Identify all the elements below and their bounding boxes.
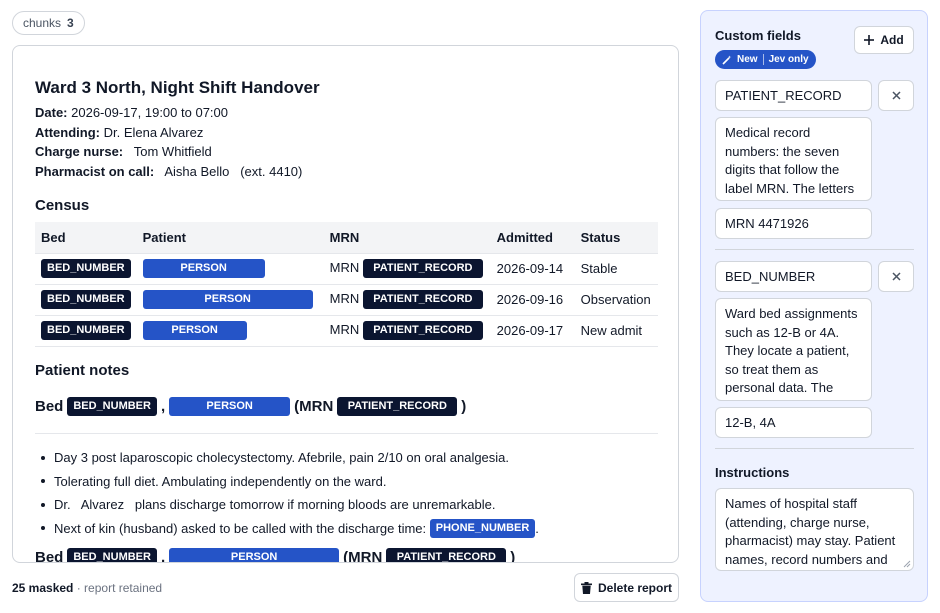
meta-date: Date: 2026-09-17, 19:00 to 07:00: [35, 105, 228, 120]
meta-charge-nurse: Charge nurse: Tom Whitfield: [35, 144, 212, 159]
masked-record-tag[interactable]: PATIENT_RECORD: [337, 397, 458, 416]
field-name-input[interactable]: [715, 80, 872, 111]
status-text: Observation: [574, 284, 658, 316]
badge-new: New: [737, 54, 758, 65]
masked-record-tag[interactable]: PATIENT_RECORD: [362, 321, 483, 340]
masked-bed-tag[interactable]: BED_NUMBER: [41, 259, 131, 278]
census-heading: Census: [35, 197, 90, 214]
masked-bed-tag[interactable]: BED_NUMBER: [67, 548, 157, 562]
status-text: Stable: [574, 253, 658, 285]
close-icon: [891, 272, 901, 281]
admitted-date: 2026-09-17: [490, 315, 575, 347]
masked-person-tag[interactable]: PERSON: [169, 397, 291, 416]
document-preview[interactable]: Ward 3 North, Night Shift Handover Date:…: [12, 45, 679, 563]
admitted-date: 2026-09-16: [490, 284, 575, 316]
remove-field-button[interactable]: [878, 261, 914, 292]
chunks-pill[interactable]: chunks 3: [12, 11, 85, 35]
masked-person-tag[interactable]: PERSON: [142, 321, 247, 340]
badge-scope: Jev only: [768, 54, 809, 65]
chunks-count: 3: [67, 16, 74, 30]
field-divider: [715, 448, 914, 449]
col-bed: Bed: [35, 222, 137, 254]
document-title: Ward 3 North, Night Shift Handover: [35, 78, 320, 97]
panel-title: Custom fields: [715, 28, 801, 43]
list-item: Day 3 post laparoscopic cholecystectomy.…: [39, 446, 659, 470]
mrn-prefix: MRN: [329, 259, 360, 275]
notes-list: Day 3 post laparoscopic cholecystectomy.…: [39, 446, 659, 540]
masked-person-tag[interactable]: PERSON: [142, 290, 313, 309]
patient-heading-2: Bed BED_NUMBER, PERSON (MRN PATIENT_RECO…: [35, 548, 515, 562]
field-divider: [715, 249, 914, 250]
notes-heading: Patient notes: [35, 362, 130, 379]
plus-icon: [864, 35, 875, 45]
field-description[interactable]: Ward bed assignments such as 12-B or 4A.…: [715, 298, 872, 401]
instructions-title: Instructions: [715, 465, 790, 480]
meta-attending: Attending: Dr. Elena Alvarez: [35, 125, 204, 140]
status-text: New admit: [574, 315, 658, 347]
instructions-textarea[interactable]: Names of hospital staff (attending, char…: [715, 488, 914, 571]
mrn-prefix: MRN: [329, 290, 360, 306]
field-example-input[interactable]: [715, 208, 872, 239]
new-scope-badge: New Jev only: [715, 50, 816, 69]
col-status: Status: [574, 222, 658, 254]
custom-fields-panel: Custom fields Add New Jev only Medical r…: [700, 10, 928, 602]
add-field-label: Add: [880, 33, 904, 47]
table-row: BED_NUMBER PERSON MRN PATIENT_RECORD 202…: [35, 253, 658, 285]
chunks-label: chunks: [23, 16, 62, 30]
field-name-input[interactable]: [715, 261, 872, 292]
table-row: BED_NUMBER PERSON MRN PATIENT_RECORD 202…: [35, 284, 658, 316]
masked-phone-tag[interactable]: PHONE_NUMBER: [429, 518, 536, 538]
add-field-button[interactable]: Add: [854, 26, 914, 54]
field-example-input[interactable]: [715, 407, 872, 438]
list-item: Dr. Alvarez plans discharge tomorrow if …: [39, 493, 659, 517]
list-item: Tolerating full diet. Ambulating indepen…: [39, 470, 659, 494]
trash-icon: [580, 581, 592, 594]
col-admitted: Admitted: [490, 222, 575, 254]
notes-divider: [35, 433, 658, 434]
remove-field-button[interactable]: [878, 80, 914, 111]
col-mrn: MRN: [323, 222, 491, 254]
masked-record-tag[interactable]: PATIENT_RECORD: [386, 548, 507, 562]
masked-bed-tag[interactable]: BED_NUMBER: [41, 321, 131, 340]
masked-bed-tag[interactable]: BED_NUMBER: [41, 290, 131, 309]
resize-handle-icon[interactable]: [903, 560, 911, 568]
admitted-date: 2026-09-14: [490, 253, 575, 285]
masked-record-tag[interactable]: PATIENT_RECORD: [362, 290, 483, 309]
meta-pharmacist: Pharmacist on call: Aisha Bello (ext. 44…: [35, 164, 303, 179]
patient-heading: Bed BED_NUMBER, PERSON (MRN PATIENT_RECO…: [35, 397, 467, 416]
magic-wand-icon: [722, 55, 732, 65]
masked-status: 25 masked · report retained: [12, 581, 163, 595]
list-item: Next of kin (husband) asked to be called…: [39, 517, 659, 541]
masked-person-tag[interactable]: PERSON: [169, 548, 340, 562]
masked-record-tag[interactable]: PATIENT_RECORD: [362, 259, 483, 278]
table-row: BED_NUMBER PERSON MRN PATIENT_RECORD 202…: [35, 315, 658, 347]
close-icon: [891, 91, 901, 100]
mrn-prefix: MRN: [329, 321, 360, 337]
census-table: Bed Patient MRN Admitted Status BED_NUMB…: [35, 222, 658, 347]
col-patient: Patient: [136, 222, 324, 254]
masked-person-tag[interactable]: PERSON: [142, 259, 265, 278]
field-description[interactable]: Medical record numbers: the seven digits…: [715, 117, 872, 201]
delete-report-label: Delete report: [597, 580, 673, 595]
delete-report-button[interactable]: Delete report: [574, 573, 679, 602]
masked-bed-tag[interactable]: BED_NUMBER: [67, 397, 157, 416]
